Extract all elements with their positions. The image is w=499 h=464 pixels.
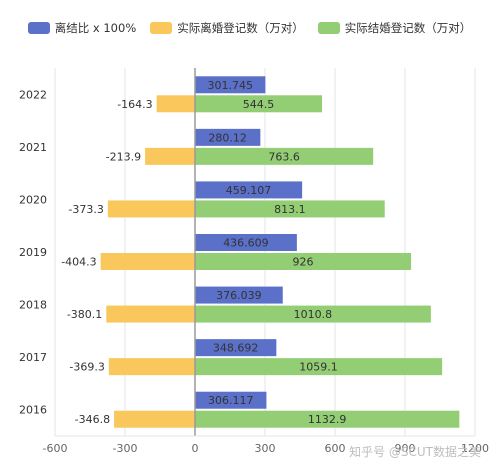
- marriage-bar: [195, 147, 374, 165]
- ratio-value-label: 436.609: [223, 237, 269, 250]
- divorce-bar: [114, 410, 195, 428]
- legend-swatch-divorce: [150, 22, 173, 34]
- marriage-bar: [195, 305, 431, 323]
- legend-swatch-marriage: [317, 22, 340, 34]
- divorce-value-label: -346.8: [75, 413, 110, 426]
- ratio-bar: [195, 286, 283, 304]
- marriage-value-label: 1132.9: [308, 413, 347, 426]
- legend-item-marriage[interactable]: 实际结婚登记数（万对）: [317, 20, 472, 36]
- marriage-bar: [195, 253, 412, 270]
- y-category-label: 2022: [19, 88, 47, 101]
- divorce-bar: [100, 253, 195, 270]
- divorce-bar: [156, 95, 195, 113]
- marriage-bar: [195, 358, 443, 376]
- legend-label-ratio: 离结比 x 100%: [54, 21, 137, 35]
- marriage-value-label: 926: [293, 256, 314, 269]
- ratio-value-label: 376.039: [216, 289, 262, 302]
- ratio-bar: [195, 128, 261, 146]
- ratio-bar: [195, 339, 277, 357]
- x-tick-label: -600: [43, 442, 68, 455]
- marriage-bar: [195, 200, 385, 218]
- y-category-label: 2017: [19, 351, 47, 364]
- divorce-bar: [107, 200, 195, 218]
- x-tick-label: 600: [325, 442, 346, 455]
- marriage-value-label: 1059.1: [299, 361, 338, 374]
- ratio-value-label: 348.692: [213, 342, 259, 355]
- ratio-value-label: 306.117: [208, 394, 254, 407]
- chart-legend: 离结比 x 100% 实际离婚登记数（万对） 实际结婚登记数（万对）: [0, 20, 499, 36]
- marriage-bar: [195, 95, 323, 113]
- marriage-value-label: 544.5: [243, 98, 275, 111]
- ratio-value-label: 280.12: [208, 131, 247, 144]
- divorce-value-label: -164.3: [117, 98, 152, 111]
- y-category-label: 2016: [19, 404, 47, 417]
- x-tick-label: -300: [113, 442, 138, 455]
- y-category-label: 2019: [19, 246, 47, 259]
- x-tick-label: 300: [255, 442, 276, 455]
- divorce-bar: [145, 147, 195, 165]
- ratio-value-label: 459.107: [226, 184, 272, 197]
- legend-label-divorce: 实际离婚登记数（万对）: [177, 21, 304, 35]
- divorce-bar: [106, 305, 195, 323]
- divorce-value-label: -369.3: [69, 361, 104, 374]
- divorce-bar: [108, 358, 195, 376]
- legend-item-divorce[interactable]: 实际离婚登记数（万对）: [150, 20, 304, 36]
- x-tick-label: 0: [192, 442, 199, 455]
- marriage-value-label: 813.1: [274, 203, 306, 216]
- legend-item-ratio[interactable]: 离结比 x 100%: [27, 20, 137, 36]
- x-tick-label: 1200: [461, 442, 489, 455]
- ratio-bar: [195, 391, 267, 409]
- ratio-bar: [195, 234, 297, 251]
- marriage-bar: [195, 410, 460, 428]
- divorce-value-label: -213.9: [106, 150, 141, 163]
- ratio-value-label: 301.745: [207, 79, 253, 92]
- legend-swatch-ratio: [27, 22, 50, 34]
- ratio-bar: [195, 76, 266, 94]
- divorce-value-label: -373.3: [68, 203, 103, 216]
- y-category-label: 2020: [19, 193, 47, 206]
- marriage-value-label: 1010.8: [294, 308, 333, 321]
- y-category-label: 2018: [19, 299, 47, 312]
- ratio-bar: [195, 181, 303, 199]
- marriage-value-label: 763.6: [268, 150, 300, 163]
- divorce-value-label: -404.3: [61, 256, 96, 269]
- legend-label-marriage: 实际结婚登记数（万对）: [344, 21, 472, 35]
- x-tick-label: 900: [395, 442, 416, 455]
- divorce-value-label: -380.1: [67, 308, 102, 321]
- watermark: 知乎号 @SCUT数据之美: [349, 445, 481, 459]
- y-category-label: 2021: [19, 141, 47, 154]
